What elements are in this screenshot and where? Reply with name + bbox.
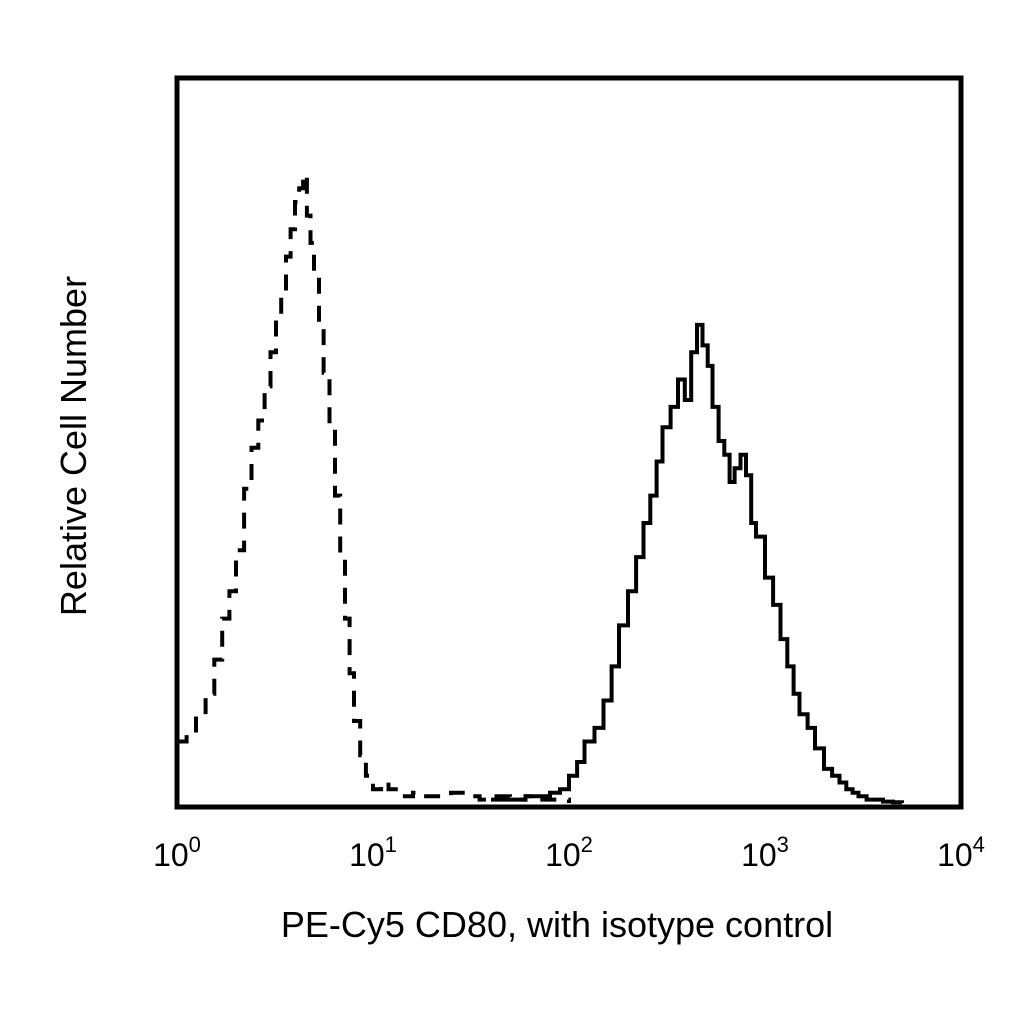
y-axis-label: Relative Cell Number: [53, 276, 94, 616]
x-axis-label: PE-Cy5 CD80, with isotype control: [281, 904, 833, 945]
x-tick-label: 101: [349, 832, 397, 873]
x-tick-labels: 100 101 102 103 104: [153, 832, 985, 873]
x-tick-label: 103: [741, 832, 789, 873]
isotype-control-series-line: [177, 172, 571, 803]
plot-frame: [174, 75, 964, 810]
series-layer: [177, 172, 904, 805]
x-tick-label: 102: [545, 832, 593, 873]
x-tick-label: 104: [937, 832, 985, 873]
x-tick-label: 100: [153, 832, 201, 873]
cd80-stained-series-line: [491, 322, 904, 805]
